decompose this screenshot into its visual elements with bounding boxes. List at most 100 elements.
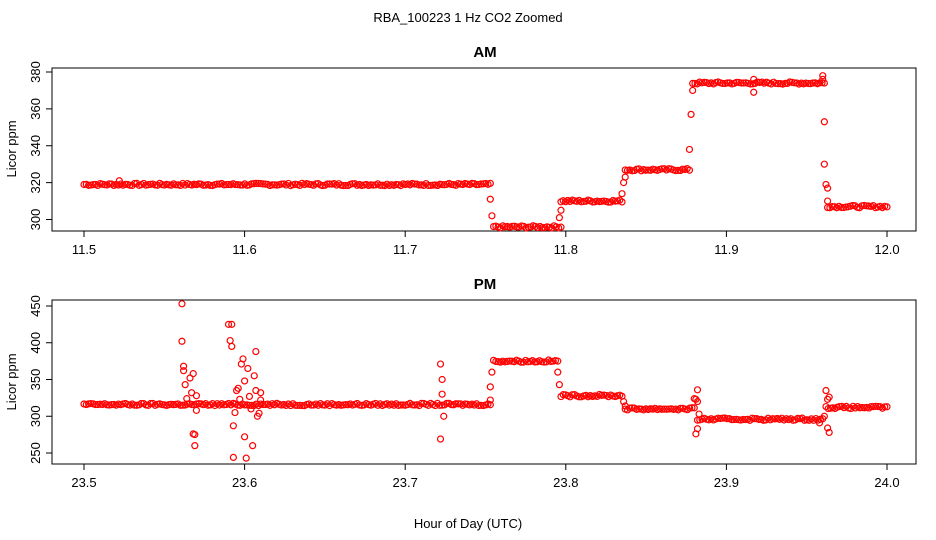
data-point: [436, 435, 445, 443]
data-point: [225, 180, 233, 189]
x-tick-label: 11.5: [72, 242, 96, 257]
y-tick-label: 450: [28, 295, 43, 317]
data-point: [261, 180, 269, 188]
data-point: [689, 79, 697, 88]
data-point: [693, 397, 702, 406]
panel-am-x-axis: 11.5 11.6 11.7 11.8 11.9 12.0: [72, 231, 900, 257]
data-point: [881, 403, 889, 411]
data-point: [181, 381, 189, 389]
data-point: [820, 160, 828, 168]
data-point: [486, 195, 494, 203]
figure-xlabel: Hour of Day (UTC): [414, 516, 522, 531]
data-point: [825, 393, 833, 401]
data-point: [688, 404, 696, 412]
data-point: [438, 181, 446, 189]
data-point: [555, 381, 563, 389]
data-point: [228, 342, 236, 351]
data-point: [685, 145, 694, 154]
data-point: [130, 401, 139, 409]
data-point: [739, 79, 748, 87]
data-point: [179, 362, 188, 370]
data-point: [176, 401, 185, 409]
data-point: [822, 180, 830, 189]
panel-pm-title: PM: [474, 276, 497, 293]
data-point: [825, 428, 833, 437]
data-point: [693, 386, 702, 394]
panel-am: AM Licor ppm 11.5 11.6 11.7 11.8 11.9 12.0 30…: [4, 44, 917, 257]
y-tick-label: 400: [28, 332, 43, 354]
data-point: [323, 180, 331, 188]
data-point: [228, 320, 236, 328]
data-point: [298, 401, 306, 410]
data-point: [206, 181, 214, 190]
data-point: [568, 391, 576, 399]
data-point: [224, 320, 233, 328]
data-point: [192, 392, 201, 400]
panel-pm-y-axis: 250 300 350 400 450: [28, 295, 52, 464]
data-point: [531, 358, 539, 366]
x-tick-label: 12.0: [874, 242, 899, 257]
data-point: [883, 203, 891, 211]
data-point: [222, 181, 230, 189]
data-point: [621, 173, 629, 181]
data-point: [369, 181, 377, 189]
data-point: [468, 179, 476, 187]
data-point: [723, 415, 731, 423]
x-tick-label: 11.7: [393, 242, 417, 257]
data-point: [772, 79, 780, 88]
data-point: [213, 180, 221, 188]
data-point: [291, 401, 299, 409]
data-point: [658, 405, 666, 413]
data-point: [241, 433, 249, 441]
data-point: [750, 75, 758, 83]
data-point: [415, 181, 423, 189]
data-point: [538, 224, 546, 232]
data-point: [226, 336, 234, 345]
data-point: [348, 180, 357, 188]
data-point: [319, 401, 327, 409]
panel-pm-ylabel: Licor ppm: [4, 353, 19, 410]
data-point: [508, 222, 516, 230]
data-point: [700, 78, 708, 86]
y-tick-label: 300: [28, 209, 43, 231]
data-point: [755, 415, 763, 424]
data-point: [80, 180, 88, 189]
data-point: [486, 401, 494, 409]
y-tick-label: 340: [28, 135, 43, 157]
data-point: [621, 402, 629, 410]
data-point: [589, 198, 597, 206]
data-point: [730, 415, 738, 424]
data-point: [245, 401, 253, 409]
data-point: [249, 442, 257, 450]
data-point: [231, 408, 239, 417]
data-point: [513, 223, 521, 231]
data-point: [339, 181, 348, 190]
data-point: [477, 180, 485, 188]
data-point: [252, 179, 260, 187]
data-point: [178, 300, 186, 308]
data-point: [255, 409, 263, 417]
data-point: [554, 357, 562, 365]
data-point: [486, 179, 494, 187]
y-tick-label: 360: [28, 98, 43, 120]
data-point: [229, 422, 237, 430]
data-point: [823, 424, 832, 432]
data-point: [815, 419, 824, 427]
data-point: [676, 404, 685, 412]
data-point: [475, 401, 483, 410]
data-point: [454, 400, 462, 408]
data-point: [199, 181, 207, 189]
data-point: [189, 370, 197, 378]
data-point: [183, 395, 191, 403]
data-point: [849, 201, 857, 210]
data-point: [247, 180, 256, 188]
data-point: [750, 415, 759, 423]
data-point: [804, 79, 812, 88]
data-point: [399, 401, 407, 409]
data-point: [737, 79, 745, 87]
data-point: [820, 118, 828, 126]
data-point: [781, 79, 789, 88]
figure-title: RBA_100223 1 Hz CO2 Zoomed: [373, 10, 562, 25]
data-point: [501, 223, 509, 231]
